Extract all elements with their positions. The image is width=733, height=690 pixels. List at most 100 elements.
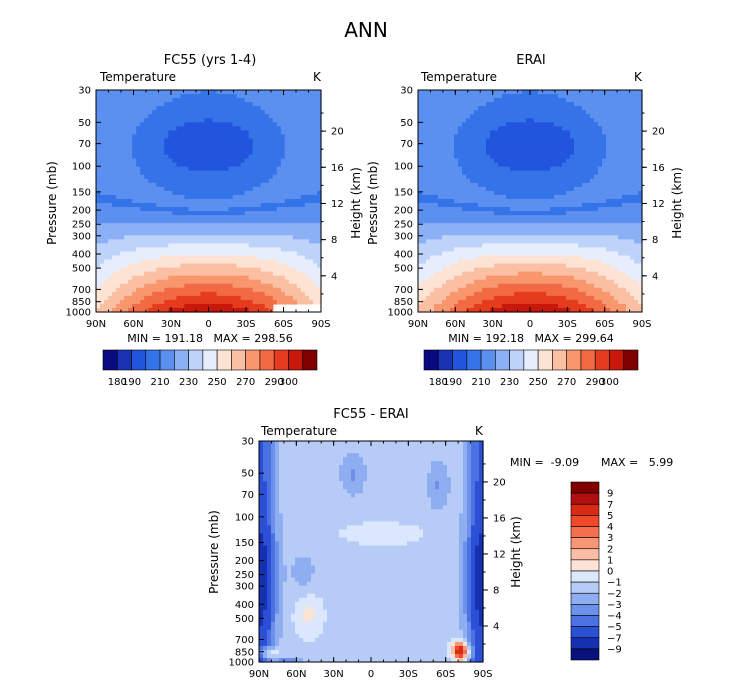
contour-cell <box>478 195 483 200</box>
contour-cell <box>430 122 435 127</box>
contour-cell <box>578 130 583 135</box>
contour-cell <box>518 215 523 220</box>
contour-cell <box>558 183 563 188</box>
contour-cell <box>241 264 246 269</box>
contour-cell <box>578 187 583 192</box>
contour-cell <box>618 110 623 115</box>
contour-cell <box>269 151 274 156</box>
contour-cell <box>542 211 547 216</box>
contour-cell <box>273 288 278 293</box>
contour-cell <box>558 138 563 143</box>
contour-cell <box>140 175 145 180</box>
contour-cell <box>546 191 551 196</box>
contour-cell <box>297 199 302 204</box>
contour-cell <box>289 159 294 164</box>
contour-cell <box>466 167 471 172</box>
contour-cell <box>132 102 137 107</box>
contour-cell <box>313 94 318 99</box>
contour-cell <box>241 300 246 305</box>
contour-cell <box>132 223 137 228</box>
contour-cell <box>265 219 270 224</box>
contour-cell <box>184 219 189 224</box>
contour-cell <box>184 300 189 305</box>
contour-cell <box>462 114 467 119</box>
contour-cell <box>124 207 129 212</box>
contour-cell <box>209 235 214 240</box>
contour-cell <box>221 147 226 152</box>
contour-cell <box>418 114 423 119</box>
contour-cell <box>305 142 310 147</box>
contour-cell <box>301 114 306 119</box>
contour-cell <box>305 110 310 115</box>
contour-cell <box>538 167 543 172</box>
contour-cell <box>486 203 491 208</box>
contour-cell <box>542 126 547 131</box>
contour-cell <box>184 147 189 152</box>
contour-cell <box>160 264 165 269</box>
contour-cell <box>132 94 137 99</box>
contour-cell <box>578 122 583 127</box>
contour-cell <box>184 247 189 252</box>
contour-cell <box>474 187 479 192</box>
contour-cell <box>305 159 310 164</box>
contour-cell <box>289 247 294 252</box>
contour-cell <box>257 94 262 99</box>
contour-cell <box>100 90 105 95</box>
contour-cell <box>285 223 290 228</box>
contour-cell <box>152 223 157 228</box>
contour-cell <box>196 235 201 240</box>
contour-cell <box>253 155 258 160</box>
contour-cell <box>257 130 262 135</box>
contour-cell <box>120 167 125 172</box>
contour-cell <box>196 239 201 244</box>
contour-cell <box>285 276 290 281</box>
contour-cell <box>237 280 242 285</box>
contour-cell <box>241 126 246 131</box>
contour-cell <box>249 199 254 204</box>
contour-cell <box>530 179 535 184</box>
contour-cell <box>574 207 579 212</box>
contour-cell <box>598 114 603 119</box>
colorbar-label: 270 <box>236 377 255 388</box>
contour-cell <box>446 175 451 180</box>
contour-cell <box>221 114 226 119</box>
colorbar-box <box>217 350 231 370</box>
contour-cell <box>614 155 619 160</box>
contour-cell <box>152 106 157 111</box>
contour-cell <box>229 215 234 220</box>
contour-cell <box>116 98 121 103</box>
contour-cell <box>538 199 543 204</box>
contour-cell <box>273 284 278 289</box>
contour-cell <box>261 247 266 252</box>
contour-cell <box>422 171 427 176</box>
contour-cell <box>160 171 165 176</box>
contour-cell <box>309 151 314 156</box>
contour-cell <box>229 130 234 135</box>
contour-cell <box>626 175 631 180</box>
contour-cell <box>530 142 535 147</box>
contour-cell <box>96 98 101 103</box>
contour-cell <box>160 134 165 139</box>
contour-cell <box>494 187 499 192</box>
contour-cell <box>140 211 145 216</box>
contour-cell <box>249 122 254 127</box>
contour-cell <box>582 98 587 103</box>
contour-cell <box>104 227 109 232</box>
contour-cell <box>418 130 423 135</box>
contour-cell <box>297 219 302 224</box>
contour-cell <box>546 199 551 204</box>
contour-cell <box>180 264 185 269</box>
contour-cell <box>124 243 129 248</box>
contour-cell <box>538 163 543 168</box>
contour-cell <box>546 130 551 135</box>
contour-cell <box>606 134 611 139</box>
contour-cell <box>209 251 214 256</box>
contour-cell <box>498 98 503 103</box>
contour-cell <box>554 155 559 160</box>
contour-cell <box>534 155 539 160</box>
contour-cell <box>309 187 314 192</box>
contour-cell <box>116 243 121 248</box>
contour-cell <box>462 183 467 188</box>
contour-cell <box>526 179 531 184</box>
contour-cell <box>192 102 197 107</box>
